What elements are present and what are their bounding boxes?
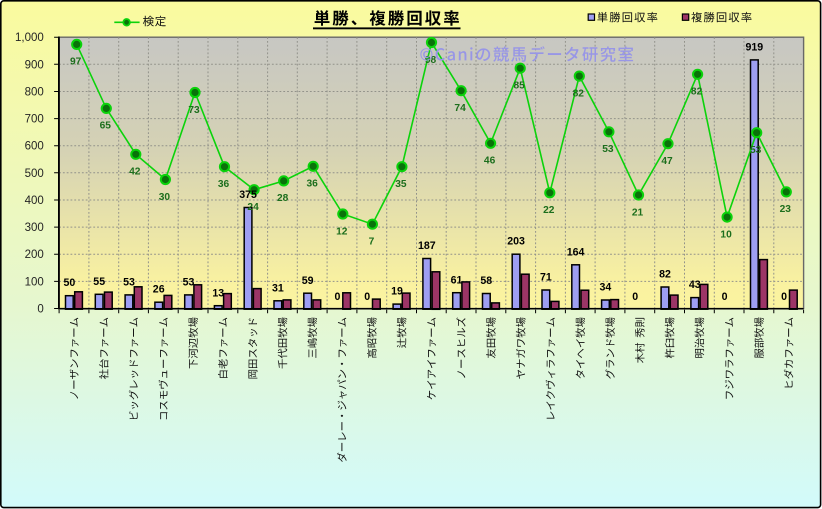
svg-text:46: 46 — [484, 156, 496, 167]
svg-text:42: 42 — [129, 167, 141, 178]
svg-text:12: 12 — [336, 226, 348, 237]
svg-text:34: 34 — [600, 282, 612, 294]
svg-text:55: 55 — [93, 276, 105, 288]
svg-text:43: 43 — [689, 279, 701, 291]
svg-text:19: 19 — [391, 286, 403, 298]
svg-text:30: 30 — [159, 192, 171, 203]
svg-text:82: 82 — [691, 87, 703, 98]
svg-text:22: 22 — [543, 205, 555, 216]
svg-text:7: 7 — [369, 237, 375, 248]
svg-text:700: 700 — [25, 114, 44, 126]
svg-text:82: 82 — [659, 269, 671, 281]
svg-text:31: 31 — [272, 282, 284, 294]
svg-text:85: 85 — [514, 81, 526, 92]
svg-text:26: 26 — [153, 284, 165, 296]
svg-text:59: 59 — [302, 275, 314, 287]
svg-text:0: 0 — [632, 291, 638, 303]
svg-text:82: 82 — [573, 88, 585, 99]
svg-text:600: 600 — [25, 141, 44, 153]
svg-text:97: 97 — [70, 57, 82, 68]
svg-text:0: 0 — [722, 291, 728, 303]
svg-text:500: 500 — [25, 168, 44, 180]
svg-text:58: 58 — [480, 275, 492, 287]
svg-text:300: 300 — [25, 222, 44, 234]
svg-text:203: 203 — [507, 236, 525, 248]
svg-text:375: 375 — [239, 189, 257, 201]
svg-text:23: 23 — [780, 204, 792, 215]
svg-text:100: 100 — [25, 276, 44, 288]
svg-text:98: 98 — [425, 55, 437, 66]
svg-text:36: 36 — [307, 179, 319, 190]
svg-text:400: 400 — [25, 195, 44, 207]
svg-text:21: 21 — [632, 207, 644, 218]
svg-text:53: 53 — [183, 276, 195, 288]
svg-text:10: 10 — [720, 229, 732, 240]
svg-text:65: 65 — [100, 121, 112, 132]
svg-text:73: 73 — [188, 105, 200, 116]
svg-text:53: 53 — [123, 276, 135, 288]
svg-text:74: 74 — [454, 103, 466, 114]
svg-text:0: 0 — [364, 291, 370, 303]
svg-text:187: 187 — [418, 240, 436, 252]
svg-text:919: 919 — [745, 42, 763, 54]
svg-text:900: 900 — [25, 59, 44, 71]
svg-text:47: 47 — [661, 156, 673, 167]
svg-text:0: 0 — [781, 291, 787, 303]
svg-text:164: 164 — [567, 246, 585, 258]
svg-text:1,000: 1,000 — [15, 32, 44, 44]
svg-text:35: 35 — [395, 179, 407, 190]
svg-text:36: 36 — [218, 179, 230, 190]
svg-text:0: 0 — [334, 291, 340, 303]
svg-text:800: 800 — [25, 87, 44, 99]
svg-text:53: 53 — [602, 144, 614, 155]
svg-text:50: 50 — [64, 277, 76, 289]
svg-text:200: 200 — [25, 249, 44, 261]
svg-text:13: 13 — [212, 287, 224, 299]
svg-text:53: 53 — [750, 145, 762, 156]
svg-text:24: 24 — [247, 202, 259, 213]
svg-text:0: 0 — [37, 304, 43, 316]
svg-text:28: 28 — [277, 193, 289, 204]
svg-text:61: 61 — [451, 274, 463, 286]
svg-text:71: 71 — [540, 272, 552, 284]
